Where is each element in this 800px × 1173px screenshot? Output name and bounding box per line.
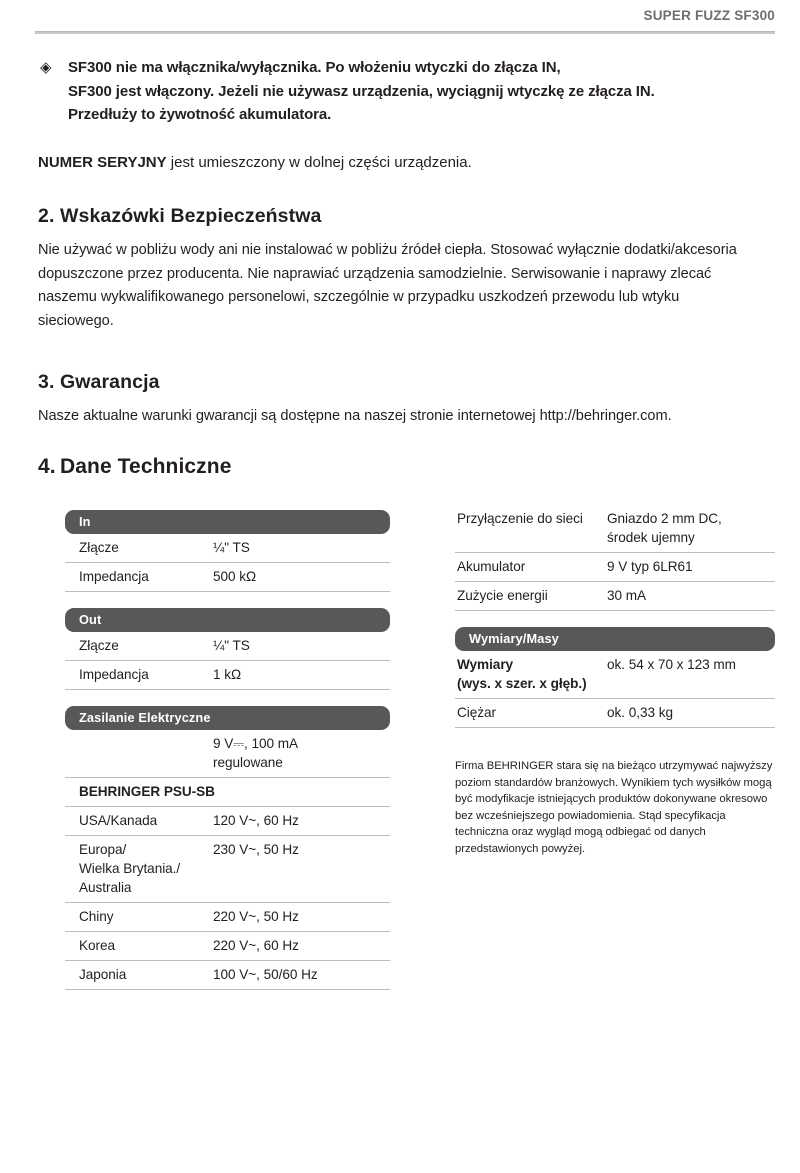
spec-label: Europa/ Wielka Brytania./ Australia (65, 835, 211, 903)
heading-safety: 2. Wskazówki Bezpieczeństwa (38, 205, 768, 228)
spec-value: 120 V~, 60 Hz (211, 806, 390, 836)
heading-warranty-title: Gwarancja (60, 371, 160, 393)
spec-column-right: Przyłączenie do sieci Gniazdo 2 mm DC, ś… (455, 505, 775, 728)
spec-header-power: Zasilanie Elektryczne (65, 706, 390, 730)
spec-value: 1 kΩ (211, 660, 390, 690)
spec-value: Gniazdo 2 mm DC, środek ujemny (605, 505, 775, 553)
header-divider-rule (35, 31, 775, 34)
table-row: Zużycie energii 30 mA (455, 581, 775, 611)
table-row: Europa/ Wielka Brytania./ Australia 230 … (65, 835, 390, 903)
table-row: Przyłączenie do sieci Gniazdo 2 mm DC, ś… (455, 505, 775, 553)
spec-label: Złącze (65, 534, 211, 563)
table-row: 9 V⎓, 100 mA regulowane (65, 730, 390, 778)
spec-label-empty (65, 730, 211, 778)
spec-label: USA/Kanada (65, 806, 211, 836)
table-row: Ciężar ok. 0,33 kg (455, 698, 775, 728)
table-row: Impedancja 1 kΩ (65, 660, 390, 690)
spec-label: Impedancja (65, 562, 211, 592)
heading-specs: 4. Dane Techniczne (38, 455, 768, 479)
supply-value-line-1: 9 V⎓, 100 mA (213, 736, 299, 751)
table-row: Złącze ¼" TS (65, 534, 390, 563)
spec-label: Japonia (65, 960, 211, 990)
spec-label: Zużycie energii (455, 581, 605, 611)
supply-value-line-2: regulowane (213, 755, 283, 770)
spec-label-psu: BEHRINGER PSU-SB (65, 777, 390, 807)
spec-value: ¼" TS (211, 632, 390, 661)
bullet-line-1: SF300 nie ma włącznika/wyłącznika. Po wł… (68, 59, 561, 76)
running-header-title: SUPER FUZZ SF300 (643, 8, 775, 23)
spec-header-out: Out (65, 608, 390, 632)
heading-safety-number: 2. (38, 205, 55, 227)
spec-value: 220 V~, 60 Hz (211, 931, 390, 961)
table-row: Złącze ¼" TS (65, 632, 390, 661)
spec-table-power: 9 V⎓, 100 mA regulowane BEHRINGER PSU-SB… (65, 730, 390, 990)
spec-value: ¼" TS (211, 534, 390, 563)
bullet-line-3: Przedłuży to żywotność akumulatora. (68, 106, 332, 123)
spec-table-out: Złącze ¼" TS Impedancja 1 kΩ (65, 632, 390, 690)
spec-table-in: Złącze ¼" TS Impedancja 500 kΩ (65, 534, 390, 592)
spec-label: Akumulator (455, 552, 605, 582)
serial-number-note: NUMER SERYJNY jest umieszczony w dolnej … (38, 152, 768, 174)
heading-warranty-number: 3. (38, 371, 55, 393)
table-row: Akumulator 9 V typ 6LR61 (455, 552, 775, 582)
spacer (455, 611, 775, 627)
heading-warranty: 3. Gwarancja (38, 371, 768, 394)
spec-value: 30 mA (605, 581, 775, 611)
spec-label: Przyłączenie do sieci (455, 505, 605, 553)
safety-body-text: Nie używać w pobliżu wody ani nie instal… (38, 242, 737, 329)
spec-table-mains: Przyłączenie do sieci Gniazdo 2 mm DC, ś… (455, 505, 775, 611)
heading-specs-title: Dane Techniczne (60, 455, 232, 478)
spacer (65, 592, 390, 608)
spec-column-left: In Złącze ¼" TS Impedancja 500 kΩ Out Zł… (65, 510, 390, 990)
table-row: USA/Kanada 120 V~, 60 Hz (65, 806, 390, 836)
spec-label: Ciężar (455, 698, 605, 728)
spec-value-supply: 9 V⎓, 100 mA regulowane (211, 730, 390, 778)
spec-table-dimensions: Wymiary (wys. x szer. x głęb.) ok. 54 x … (455, 651, 775, 728)
spec-value: ok. 0,33 kg (605, 698, 775, 728)
spec-label: Impedancja (65, 660, 211, 690)
table-row: Wymiary (wys. x szer. x głęb.) ok. 54 x … (455, 651, 775, 699)
spec-value: ok. 54 x 70 x 123 mm (605, 651, 775, 699)
table-row: Japonia 100 V~, 50/60 Hz (65, 960, 390, 990)
legal-fineprint-text: Firma BEHRINGER stara się na bieżąco utr… (455, 760, 773, 855)
spec-value: 100 V~, 50/60 Hz (211, 960, 390, 990)
heading-safety-title: Wskazówki Bezpieczeństwa (60, 205, 322, 227)
bullet-note: ◈ SF300 nie ma włącznika/wyłącznika. Po … (38, 56, 768, 127)
serial-number-label: NUMER SERYJNY (38, 154, 167, 171)
spec-header-in: In (65, 510, 390, 534)
spec-value: 220 V~, 50 Hz (211, 902, 390, 932)
spec-value: 9 V typ 6LR61 (605, 552, 775, 582)
spec-label: Korea (65, 931, 211, 961)
bullet-note-text: SF300 nie ma włącznika/wyłącznika. Po wł… (68, 56, 768, 127)
bullet-line-2: SF300 jest włączony. Jeżeli nie używasz … (68, 82, 655, 100)
spec-header-dimensions: Wymiary/Masy (455, 627, 775, 651)
table-row: Korea 220 V~, 60 Hz (65, 931, 390, 961)
spacer (65, 690, 390, 706)
table-row: Impedancja 500 kΩ (65, 562, 390, 592)
warranty-body-text: Nasze aktualne warunki gwarancji są dost… (38, 408, 672, 424)
serial-number-text: jest umieszczony w dolnej części urządze… (166, 154, 472, 171)
spec-label: Chiny (65, 902, 211, 932)
spec-value: 500 kΩ (211, 562, 390, 592)
diamond-bullet-icon: ◈ (40, 59, 52, 76)
spec-label: Wymiary (wys. x szer. x głęb.) (455, 651, 605, 699)
spec-value: 230 V~, 50 Hz (211, 835, 390, 903)
heading-specs-number: 4. (38, 455, 56, 478)
table-row: BEHRINGER PSU-SB (65, 777, 390, 807)
spec-label: Złącze (65, 632, 211, 661)
table-row: Chiny 220 V~, 50 Hz (65, 902, 390, 932)
